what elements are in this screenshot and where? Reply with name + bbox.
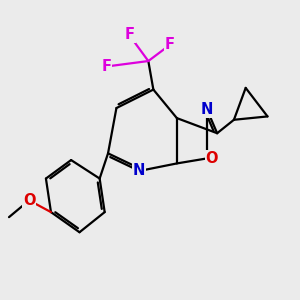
Text: O: O <box>205 151 218 166</box>
Text: N: N <box>133 163 145 178</box>
Text: N: N <box>201 102 213 117</box>
Text: F: F <box>125 27 135 42</box>
Text: F: F <box>102 58 112 74</box>
Text: O: O <box>23 193 35 208</box>
Text: F: F <box>165 37 175 52</box>
